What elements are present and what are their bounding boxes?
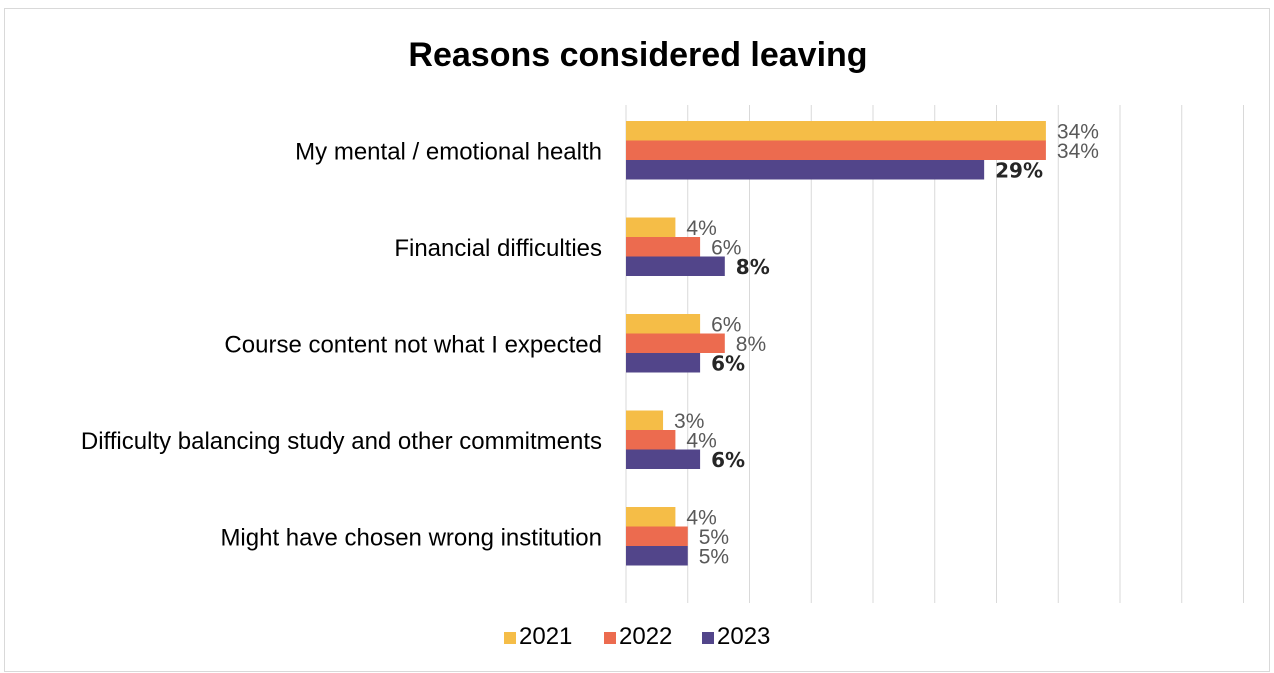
bar-2021 (626, 217, 676, 237)
category-labels: My mental / emotional health Financial di… (81, 138, 602, 551)
chart-title: Reasons considered leaving (408, 36, 867, 74)
value-label: 6% (711, 314, 741, 337)
bar-2023 (626, 546, 688, 566)
value-labels: 34%34%29%4%6%8%6%8%6%3%4%6%4%5%5% (674, 121, 1099, 569)
legend-label: 2023 (717, 623, 770, 650)
bar-2022 (626, 140, 1046, 160)
bar-2022 (626, 237, 701, 257)
value-label: 4% (686, 430, 716, 453)
value-label: 34% (1057, 121, 1099, 144)
bar-2021 (626, 121, 1046, 141)
value-label: 4% (686, 217, 716, 240)
bar-2022 (626, 526, 688, 546)
bars (626, 121, 1046, 566)
value-label: 6% (711, 352, 745, 376)
category-label: My mental / emotional health (295, 138, 602, 165)
value-label: 34% (1057, 140, 1099, 163)
value-label: 5% (699, 546, 729, 569)
bar-2023 (626, 256, 725, 276)
legend-swatch-2022 (604, 632, 616, 644)
value-label: 3% (674, 410, 704, 433)
legend-swatch-2023 (702, 632, 714, 644)
bar-chart: Reasons considered leaving My mental / e… (81, 36, 1244, 650)
bar-2021 (626, 314, 701, 334)
value-label: 4% (686, 507, 716, 530)
value-label: 5% (699, 526, 729, 549)
value-label: 6% (711, 448, 745, 472)
category-label: Difficulty balancing study and other com… (81, 428, 602, 455)
bar-2023 (626, 353, 701, 373)
bar-2021 (626, 410, 664, 430)
value-label: 8% (736, 333, 766, 356)
legend: 2021 2022 2023 (504, 623, 770, 650)
value-label: 29% (995, 159, 1043, 183)
chart-frame: Reasons considered leaving My mental / e… (4, 8, 1270, 672)
category-label: Financial difficulties (394, 235, 602, 262)
category-label: Course content not what I expected (224, 331, 602, 358)
gridlines (625, 105, 1244, 603)
value-label: 6% (711, 237, 741, 260)
legend-swatch-2021 (504, 632, 516, 644)
value-label: 8% (736, 255, 770, 279)
legend-label: 2022 (619, 623, 672, 650)
bar-2022 (626, 430, 676, 450)
bar-2023 (626, 160, 985, 180)
bar-2023 (626, 449, 701, 469)
bar-2021 (626, 507, 676, 527)
category-label: Might have chosen wrong institution (220, 524, 602, 551)
legend-label: 2021 (519, 623, 572, 650)
bar-2022 (626, 333, 725, 353)
